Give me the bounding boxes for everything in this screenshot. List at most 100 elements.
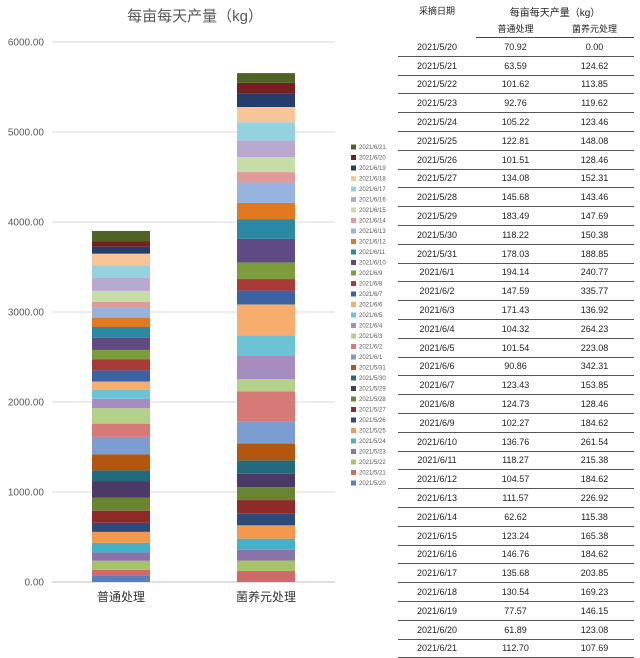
table-cell-jyy: 113.85	[555, 75, 634, 95]
table-cell-normal: 101.62	[476, 75, 555, 95]
table-row: 2021/6/13 111.57 226.92	[398, 488, 634, 508]
table-cell-jyy: 128.46	[555, 150, 634, 170]
y-tick-label: 6000.00	[8, 38, 45, 49]
table-cell-normal: 147.59	[476, 281, 555, 302]
bar-segment	[237, 335, 295, 356]
table-row: 2021/5/21 63.59 124.62	[398, 56, 634, 76]
bar-segment	[92, 542, 150, 553]
legend-swatch	[351, 218, 356, 223]
table-cell-date: 2021/5/25	[398, 131, 476, 151]
legend-label: 2021/6/3	[359, 334, 383, 340]
y-tick-label: 5000.00	[8, 128, 45, 139]
table-row: 2021/6/5 101.54 223.08	[398, 338, 634, 358]
bar-segment	[92, 497, 150, 511]
stacked-bar-chart: 每亩每天产量（kg） 0.00 1000.00 2000.00 3000.00 4000…	[8, 7, 387, 604]
table-row: 2021/6/14 62.62 115.38	[398, 507, 634, 527]
table-cell-normal: 101.54	[476, 338, 555, 358]
legend-swatch	[351, 312, 356, 318]
table-row: 2021/5/24 105.22 123.46	[398, 112, 634, 132]
table-row: 2021/6/21 112.70 107.69	[398, 639, 634, 658]
table-cell-date: 2021/6/11	[398, 451, 476, 471]
table-cell-date: 2021/6/8	[398, 394, 476, 414]
y-tick-label: 3000.00	[8, 308, 45, 319]
table-cell-normal: 145.68	[476, 187, 555, 208]
bar-segment	[92, 575, 150, 582]
table-cell-normal: 111.57	[476, 488, 555, 508]
table-cell-normal: 194.14	[476, 263, 555, 283]
y-tick-label: 2000.00	[8, 398, 45, 409]
table-cell-jyy: 188.85	[555, 244, 634, 264]
table-cell-jyy: 115.38	[555, 507, 634, 527]
table-cell-date: 2021/6/2	[398, 281, 476, 302]
table-cell-normal: 104.57	[476, 469, 555, 490]
y-axis-ticks: 0.00 1000.00 2000.00 3000.00 4000.00 5000.00 6…	[8, 38, 45, 589]
bar-segment	[92, 277, 150, 291]
bar-segment	[92, 337, 150, 350]
table-cell-date: 2021/6/20	[398, 620, 476, 640]
bar-segment	[92, 253, 150, 266]
bar-segment	[237, 355, 295, 380]
table-cell-date: 2021/6/15	[398, 526, 476, 546]
legend-label: 2021/6/8	[359, 282, 383, 288]
legend-swatch	[351, 396, 356, 402]
table-cell-jyy: 148.08	[555, 131, 634, 151]
table-cell-jyy: 342.31	[555, 357, 634, 377]
bar-segment	[237, 238, 295, 263]
bar-segment	[237, 443, 295, 461]
table-row: 2021/5/27 134.08 152.31	[398, 169, 634, 189]
legend-label: 2021/5/28	[359, 397, 386, 403]
bar-segment	[92, 265, 150, 278]
legend-swatch	[351, 249, 356, 255]
bar-segment	[237, 122, 295, 141]
table-row: 2021/6/7 123.43 153.85	[398, 375, 634, 396]
legend-label: 2021/6/11	[359, 250, 386, 256]
bar-segment	[237, 107, 295, 123]
legend-swatch	[351, 165, 356, 171]
bar-segment	[237, 182, 295, 203]
table-cell-date: 2021/6/4	[398, 319, 476, 339]
table-cell-jyy: 184.62	[555, 413, 634, 433]
table-cell-date: 2021/6/13	[398, 488, 476, 508]
table-row: 2021/6/18 130.54 169.23	[398, 582, 634, 602]
legend-label: 2021/5/26	[359, 418, 386, 424]
table-row: 2021/5/22 101.62 113.85	[398, 75, 634, 95]
bar-segment	[237, 157, 295, 173]
table-cell-normal: 77.57	[476, 601, 555, 621]
legend-swatch	[351, 354, 356, 360]
table-cell-jyy: 215.38	[555, 451, 634, 471]
legend-swatch	[351, 302, 356, 307]
table-cell-jyy: 226.92	[555, 488, 634, 508]
table-cell-jyy: 152.31	[555, 169, 634, 189]
table-cell-jyy: 143.46	[555, 187, 634, 208]
table-cell-normal: 62.62	[476, 507, 555, 527]
bar-segment	[237, 570, 295, 582]
legend-swatch	[351, 407, 356, 412]
legend-swatch	[351, 480, 356, 486]
bar-segment	[92, 389, 150, 399]
legend-swatch	[351, 344, 356, 349]
table-cell-jyy: 136.92	[555, 300, 634, 320]
table-cell-jyy: 169.23	[555, 582, 634, 602]
table-cell-date: 2021/6/10	[398, 432, 476, 452]
table-cell-jyy: 240.77	[555, 263, 634, 283]
bars	[92, 73, 295, 582]
y-tick-label: 1000.00	[8, 488, 45, 499]
legend-swatch	[351, 449, 356, 454]
bar-segment	[237, 391, 295, 422]
table-cell-normal: 122.81	[476, 131, 555, 151]
bar-segment	[237, 421, 295, 444]
table-cell-normal: 104.32	[476, 319, 555, 339]
table-row: 2021/5/25 122.81 148.08	[398, 131, 634, 151]
bar-segment	[92, 560, 150, 570]
table-cell-normal: 101.51	[476, 150, 555, 170]
table-row: 2021/6/19 77.57 146.15	[398, 601, 634, 621]
legend-label: 2021/6/5	[359, 313, 383, 319]
table-cell-normal: 63.59	[476, 56, 555, 76]
table-cell-date: 2021/6/14	[398, 507, 476, 527]
table-cell-date: 2021/5/29	[398, 206, 476, 226]
legend-swatch	[351, 155, 356, 160]
legend-swatch	[351, 291, 356, 297]
table-row: 2021/5/23 92.76 119.62	[398, 93, 634, 114]
table-cell-date: 2021/5/28	[398, 187, 476, 208]
table-cell-jyy: 124.62	[555, 56, 634, 76]
